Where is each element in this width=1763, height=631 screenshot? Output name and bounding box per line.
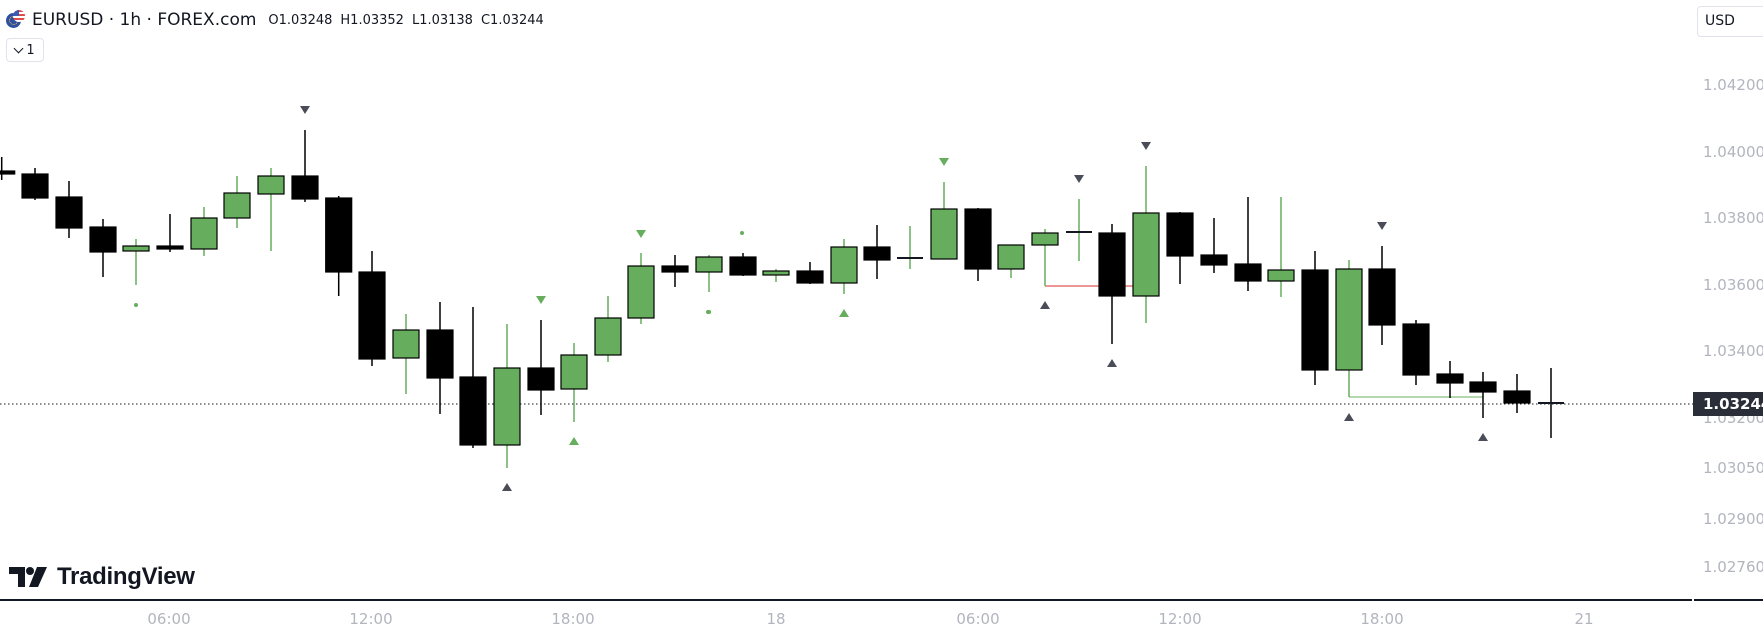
- triangle-down-icon: [1074, 175, 1084, 183]
- time-axis[interactable]: 06:00 12:00 18:00 18 06:00 12:00 18:00 21: [0, 599, 1763, 631]
- candle[interactable]: [89, 219, 117, 277]
- candle[interactable]: [0, 157, 16, 180]
- triangle-down-icon: [1377, 222, 1387, 230]
- candle[interactable]: [21, 168, 49, 200]
- time-tick-label: 12:00: [349, 610, 393, 628]
- tradingview-logo-icon: [9, 567, 47, 587]
- price-tick-label: 1.03050: [1703, 459, 1763, 477]
- current-price-label: 1.03244: [1693, 392, 1763, 416]
- candle[interactable]: [997, 244, 1025, 278]
- candle[interactable]: [897, 226, 923, 269]
- candle[interactable]: [1402, 320, 1430, 385]
- triangle-up-icon: [1478, 433, 1488, 441]
- candle[interactable]: [1066, 199, 1092, 261]
- symbol-title[interactable]: EURUSD · 1h · FOREX.com: [32, 10, 257, 30]
- candle[interactable]: [560, 343, 588, 422]
- candle[interactable]: [1469, 372, 1497, 418]
- candle[interactable]: [1301, 251, 1329, 385]
- candle[interactable]: [1267, 197, 1295, 297]
- candle[interactable]: [1368, 246, 1396, 345]
- candle[interactable]: [459, 307, 487, 448]
- triangle-down-icon: [300, 106, 310, 114]
- ohlc-low: L1.03138: [411, 12, 473, 28]
- ohlc-open: O1.03248: [268, 12, 333, 28]
- candle[interactable]: [527, 320, 555, 415]
- price-tick-label: 1.03400: [1703, 342, 1763, 360]
- candle[interactable]: [1335, 260, 1363, 397]
- candle[interactable]: [1132, 166, 1160, 323]
- triangle-up-icon: [1344, 413, 1354, 421]
- time-tick-label: 12:00: [1158, 610, 1202, 628]
- triangle-down-icon: [536, 296, 546, 304]
- tradingview-logo[interactable]: TradingView: [9, 563, 195, 591]
- candle[interactable]: [1200, 218, 1228, 273]
- logo-text: TradingView: [57, 563, 195, 590]
- price-tick-label: 1.04000: [1703, 143, 1763, 161]
- time-tick-label: 18:00: [1360, 610, 1404, 628]
- candle[interactable]: [661, 255, 689, 287]
- candle[interactable]: [594, 296, 622, 362]
- candle[interactable]: [1436, 361, 1464, 398]
- candle[interactable]: [291, 130, 319, 202]
- price-axis[interactable]: 1.04200 1.04000 1.03800 1.03600 1.03400 1.032…: [1693, 0, 1763, 599]
- candle[interactable]: [695, 255, 723, 292]
- price-tick-label: 1.03800: [1703, 209, 1763, 227]
- currency-button[interactable]: USD: [1697, 6, 1763, 37]
- candle[interactable]: [190, 207, 218, 256]
- triangle-down-icon: [1141, 142, 1151, 150]
- candle[interactable]: [358, 251, 386, 366]
- symbol-legend: EURUSD · 1h · FOREX.com O1.03248 H1.0335…: [6, 7, 544, 33]
- candlestick-chart[interactable]: [0, 0, 1693, 598]
- eur-usd-flag-icon: [6, 10, 26, 30]
- candle[interactable]: [156, 214, 184, 252]
- candle[interactable]: [1031, 229, 1059, 286]
- candle[interactable]: [223, 176, 251, 228]
- axis-divider: [1692, 597, 1694, 601]
- candle[interactable]: [122, 239, 150, 285]
- candle[interactable]: [1166, 212, 1194, 284]
- price-tick-label: 1.04200: [1703, 76, 1763, 94]
- candle[interactable]: [392, 314, 420, 394]
- candle[interactable]: [325, 196, 353, 296]
- time-tick-label: 18:00: [551, 610, 595, 628]
- triangle-up-icon: [839, 309, 849, 317]
- candle[interactable]: [627, 253, 655, 324]
- candle[interactable]: [930, 182, 958, 260]
- triangle-up-icon: [569, 437, 579, 445]
- candle[interactable]: [1503, 374, 1531, 413]
- ohlc-high: H1.03352: [340, 12, 404, 28]
- candle[interactable]: [762, 269, 790, 282]
- dot-icon: [740, 231, 744, 235]
- candle[interactable]: [796, 262, 824, 284]
- price-tick-label: 1.02900: [1703, 510, 1763, 528]
- ohlc-close: C1.03244: [480, 12, 544, 28]
- dot-icon: [706, 310, 710, 314]
- candle[interactable]: [863, 225, 891, 279]
- candle[interactable]: [1538, 368, 1564, 438]
- indicators-toggle-button[interactable]: 1: [6, 38, 44, 62]
- ohlc-values: O1.03248 H1.03352 L1.03138 C1.03244: [268, 13, 543, 28]
- candle[interactable]: [493, 324, 521, 468]
- price-tick-label: 1.03600: [1703, 276, 1763, 294]
- triangle-up-icon: [1040, 301, 1050, 309]
- candle[interactable]: [830, 239, 858, 294]
- time-tick-label: 06:00: [956, 610, 1000, 628]
- time-tick-label: 21: [1574, 610, 1594, 628]
- candle[interactable]: [55, 181, 83, 238]
- time-tick-label: 18: [766, 610, 786, 628]
- triangle-down-icon: [636, 230, 646, 238]
- triangle-up-icon: [502, 483, 512, 491]
- candle[interactable]: [729, 253, 757, 276]
- candle[interactable]: [426, 302, 454, 414]
- triangle-down-icon: [939, 158, 949, 166]
- triangle-up-icon: [1107, 359, 1117, 367]
- candle[interactable]: [964, 208, 992, 281]
- time-tick-label: 06:00: [147, 610, 191, 628]
- price-tick-label: 1.02760: [1703, 558, 1763, 576]
- dot-icon: [134, 303, 138, 307]
- candle[interactable]: [257, 168, 285, 251]
- candle[interactable]: [1234, 197, 1262, 291]
- candle[interactable]: [1098, 224, 1126, 344]
- indicators-count: 1: [26, 42, 35, 58]
